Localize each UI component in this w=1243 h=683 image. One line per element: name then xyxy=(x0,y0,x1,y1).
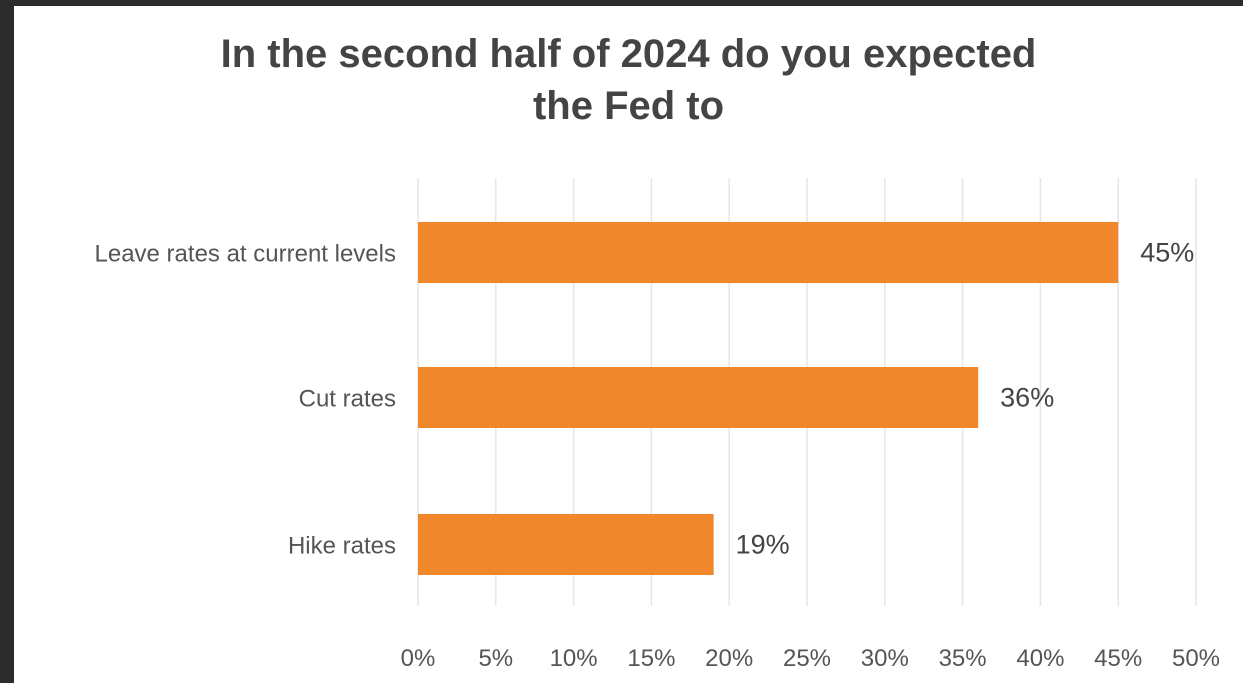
chart-title-line-2: the Fed to xyxy=(532,84,725,128)
bar xyxy=(418,222,1119,283)
bar-chart: Leave rates at current levels Cut rates Hi… xyxy=(95,178,1220,672)
x-tick-label: 0% xyxy=(401,645,436,672)
x-tick-label: 5% xyxy=(478,645,513,672)
data-label: 45% xyxy=(1140,238,1194,268)
x-tick-label: 25% xyxy=(783,645,831,672)
x-tick-label: 10% xyxy=(550,645,598,672)
data-label: 19% xyxy=(736,530,790,560)
chart-title-line-1: In the second half of 2024 do you expect… xyxy=(220,32,1037,76)
data-label: 36% xyxy=(1000,383,1054,413)
bars xyxy=(418,222,1119,575)
x-tick-label: 30% xyxy=(861,645,909,672)
category-label: Hike rates xyxy=(288,533,396,560)
value-labels: 45% 36% 19% xyxy=(736,238,1195,560)
x-tick-label: 15% xyxy=(627,645,675,672)
category-label: Cut rates xyxy=(299,386,396,413)
bar xyxy=(418,514,714,575)
category-label: Leave rates at current levels xyxy=(95,241,397,268)
chart-frame: In the second half of 2024 do you expect… xyxy=(14,6,1243,683)
x-tick-label: 45% xyxy=(1094,645,1142,672)
x-tick-label: 40% xyxy=(1016,645,1064,672)
bar xyxy=(418,367,979,428)
chart-title: In the second half of 2024 do you expect… xyxy=(14,28,1243,132)
x-axis-tick-labels: 0% 5% 10% 15% 20% 25% 30% 35% 40% 45% 50% xyxy=(401,645,1220,672)
x-tick-label: 20% xyxy=(705,645,753,672)
x-tick-label: 35% xyxy=(939,645,987,672)
category-labels: Leave rates at current levels Cut rates Hi… xyxy=(95,241,397,560)
x-tick-label: 50% xyxy=(1172,645,1220,672)
